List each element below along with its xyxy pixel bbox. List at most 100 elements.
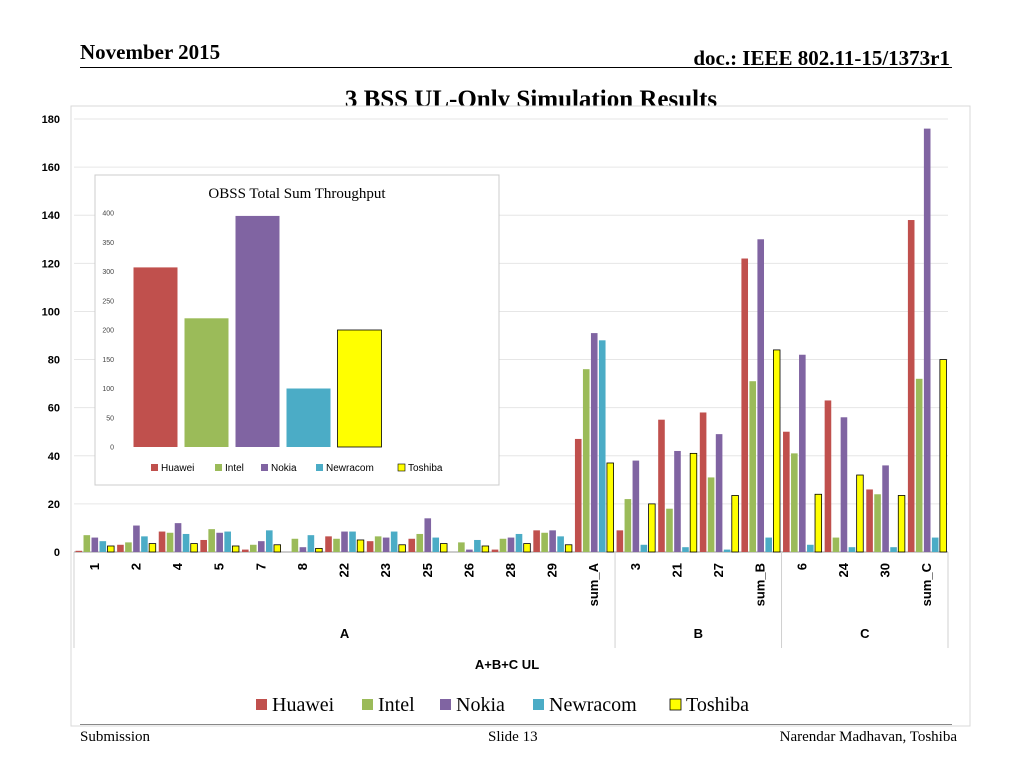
y-tick-label: 20 — [48, 499, 60, 511]
x-tick-label: 28 — [503, 563, 518, 577]
bar-huawei-24 — [824, 400, 832, 552]
bar-nokia-26 — [466, 549, 473, 552]
bar-huawei-29 — [533, 530, 540, 552]
bar-intel-5 — [208, 529, 215, 552]
bar-newracom-29 — [557, 536, 564, 552]
x-tick-label: 23 — [378, 563, 393, 577]
bar-nokia-4 — [174, 523, 182, 552]
inset-legend-label: Toshiba — [408, 463, 443, 474]
inset-y-tick-label: 400 — [102, 211, 114, 218]
bar-nokia-30 — [882, 465, 889, 552]
inset-bar-nokia — [235, 215, 280, 447]
bar-toshiba-24 — [856, 474, 864, 553]
bar-newracom-sum_b — [765, 537, 773, 552]
inset-y-tick-label: 200 — [102, 328, 114, 335]
inset-y-tick-label: 100 — [102, 386, 114, 393]
bar-toshiba-25 — [440, 543, 448, 553]
bar-nokia-6 — [799, 354, 806, 552]
bar-newracom-7 — [265, 530, 273, 552]
bar-intel-8 — [291, 538, 299, 552]
bar-nokia-24 — [840, 417, 848, 552]
bar-nokia-sum_c — [923, 128, 931, 552]
bar-toshiba-3 — [648, 503, 656, 553]
x-tick-label: 25 — [420, 563, 435, 577]
bar-intel-30 — [874, 494, 881, 552]
bar-intel-28 — [499, 538, 507, 552]
bar-newracom-25 — [432, 537, 440, 552]
legend-label: Newracom — [549, 694, 637, 716]
inset-bar-huawei — [133, 267, 178, 447]
bar-intel-29 — [541, 532, 548, 552]
bar-newracom-3 — [640, 544, 648, 552]
y-tick-label: 60 — [48, 403, 60, 415]
bar-nokia-1 — [91, 537, 99, 552]
bar-nokia-5 — [216, 532, 223, 552]
x-tick-label: sum_C — [919, 562, 934, 606]
inset-y-tick-label: 0 — [110, 445, 114, 452]
bar-huawei-2 — [117, 544, 124, 552]
bar-huawei-sum_b — [741, 258, 749, 552]
inset-y-tick-label: 50 — [106, 415, 114, 422]
bar-newracom-2 — [141, 536, 148, 552]
inset-legend-label: Nokia — [271, 463, 297, 474]
bar-nokia-8 — [299, 547, 307, 552]
inset-bars — [133, 215, 382, 448]
x-tick-labels: 1 2 4 5 7 8 22 23 25 26 28 29 sum_A 3 21 27 sum_B 6 24 30 su… — [87, 562, 934, 606]
inset-legend-swatch-toshiba — [397, 463, 406, 472]
legend-label: Toshiba — [686, 694, 749, 716]
bar-nokia-28 — [507, 537, 515, 552]
bar-toshiba-26 — [481, 545, 490, 553]
bar-huawei-27 — [699, 412, 707, 552]
bar-nokia-21 — [674, 450, 681, 552]
footer-submission: Submission — [80, 729, 151, 745]
bar-intel-sum_a — [582, 369, 590, 552]
y-tick-label: 180 — [42, 114, 60, 126]
bar-toshiba-23 — [398, 544, 406, 553]
bar-newracom-26 — [474, 539, 481, 552]
y-tick-label: 80 — [48, 355, 60, 367]
legend-swatch-toshiba — [669, 698, 682, 711]
bar-intel-sum_b — [749, 381, 757, 552]
bar-newracom-8 — [307, 535, 315, 552]
bar-newracom-5 — [224, 531, 231, 552]
bar-intel-6 — [791, 453, 798, 552]
inset-legend-swatch-newracom — [316, 464, 323, 471]
bars — [75, 128, 947, 553]
bar-newracom-24 — [848, 547, 856, 552]
bar-toshiba-sum_a — [606, 462, 614, 553]
x-tick-label: 4 — [170, 562, 185, 570]
bar-toshiba-29 — [564, 544, 573, 553]
bar-intel-21 — [666, 508, 673, 552]
bar-intel-1 — [83, 535, 91, 552]
bar-nokia-22 — [341, 531, 348, 552]
legend-swatch-newracom — [533, 699, 544, 710]
inset-y-tick-label: 250 — [102, 298, 114, 305]
footer-divider — [80, 724, 952, 725]
y-tick-label: 100 — [42, 306, 60, 318]
x-tick-label: 27 — [711, 563, 726, 577]
bar-intel-7 — [249, 544, 257, 552]
x-axis-title: A+B+C UL — [475, 657, 539, 672]
inset-y-tick-label: 150 — [102, 357, 114, 364]
bar-huawei-30 — [866, 489, 873, 552]
bar-intel-22 — [333, 538, 340, 552]
bar-newracom-30 — [890, 547, 897, 552]
main-legend: Huawei Intel Nokia Newracom Toshiba — [256, 694, 749, 716]
bar-nokia-7 — [257, 541, 265, 552]
bar-huawei-7 — [241, 549, 249, 552]
x-tick-label: 26 — [461, 563, 476, 577]
inset-legend: Huawei Intel Nokia Newracom Toshiba — [151, 463, 443, 474]
bar-toshiba-27 — [731, 495, 739, 553]
legend-label: Intel — [378, 694, 415, 716]
bar-intel-26 — [458, 542, 465, 552]
header-doc-id: doc.: IEEE 802.11-15/1373r1 — [693, 46, 950, 70]
bar-toshiba-1 — [107, 545, 115, 553]
x-tick-label: 21 — [669, 563, 684, 577]
legend-swatch-huawei — [256, 699, 267, 710]
bar-intel-23 — [374, 536, 382, 552]
bar-huawei-22 — [325, 536, 332, 552]
bar-nokia-sum_b — [757, 239, 765, 552]
bar-huawei-21 — [658, 419, 665, 552]
bar-toshiba-28 — [523, 543, 531, 553]
